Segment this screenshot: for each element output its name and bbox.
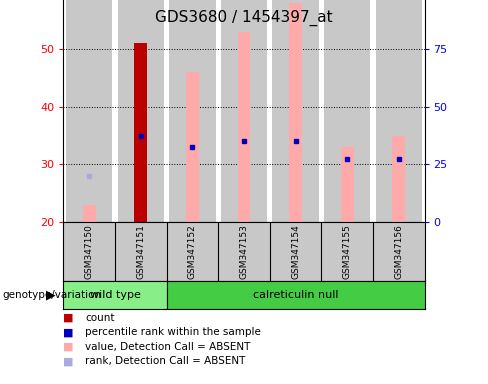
Bar	[324, 0, 370, 222]
Text: rank, Detection Call = ABSENT: rank, Detection Call = ABSENT	[85, 356, 246, 366]
Text: ■: ■	[63, 313, 74, 323]
Text: ■: ■	[63, 356, 74, 366]
Text: GDS3680 / 1454397_at: GDS3680 / 1454397_at	[155, 10, 333, 26]
Text: ■: ■	[63, 342, 74, 352]
Bar	[238, 32, 250, 222]
Text: GSM347151: GSM347151	[136, 224, 145, 279]
Text: percentile rank within the sample: percentile rank within the sample	[85, 327, 261, 337]
Bar	[341, 147, 354, 222]
Bar	[66, 0, 112, 222]
Bar	[118, 0, 164, 222]
Text: GSM347156: GSM347156	[394, 224, 403, 279]
Bar	[169, 0, 216, 222]
Bar	[63, 281, 166, 309]
Bar	[272, 0, 319, 222]
Text: GSM347153: GSM347153	[240, 224, 248, 279]
Bar	[134, 43, 147, 222]
Text: calreticulin null: calreticulin null	[253, 290, 338, 300]
Bar	[289, 3, 302, 222]
Text: ▶: ▶	[46, 289, 56, 302]
Text: wild type: wild type	[90, 290, 141, 300]
Text: ■: ■	[63, 327, 74, 337]
Text: GSM347152: GSM347152	[188, 224, 197, 279]
Bar	[166, 281, 425, 309]
Bar	[221, 0, 267, 222]
Text: count: count	[85, 313, 115, 323]
Bar	[392, 136, 405, 222]
Text: GSM347150: GSM347150	[85, 224, 94, 279]
Text: GSM347154: GSM347154	[291, 224, 300, 279]
Bar	[83, 205, 96, 222]
Text: value, Detection Call = ABSENT: value, Detection Call = ABSENT	[85, 342, 251, 352]
Text: genotype/variation: genotype/variation	[2, 290, 102, 300]
Bar	[186, 72, 199, 222]
Text: GSM347155: GSM347155	[343, 224, 352, 279]
Bar	[376, 0, 422, 222]
